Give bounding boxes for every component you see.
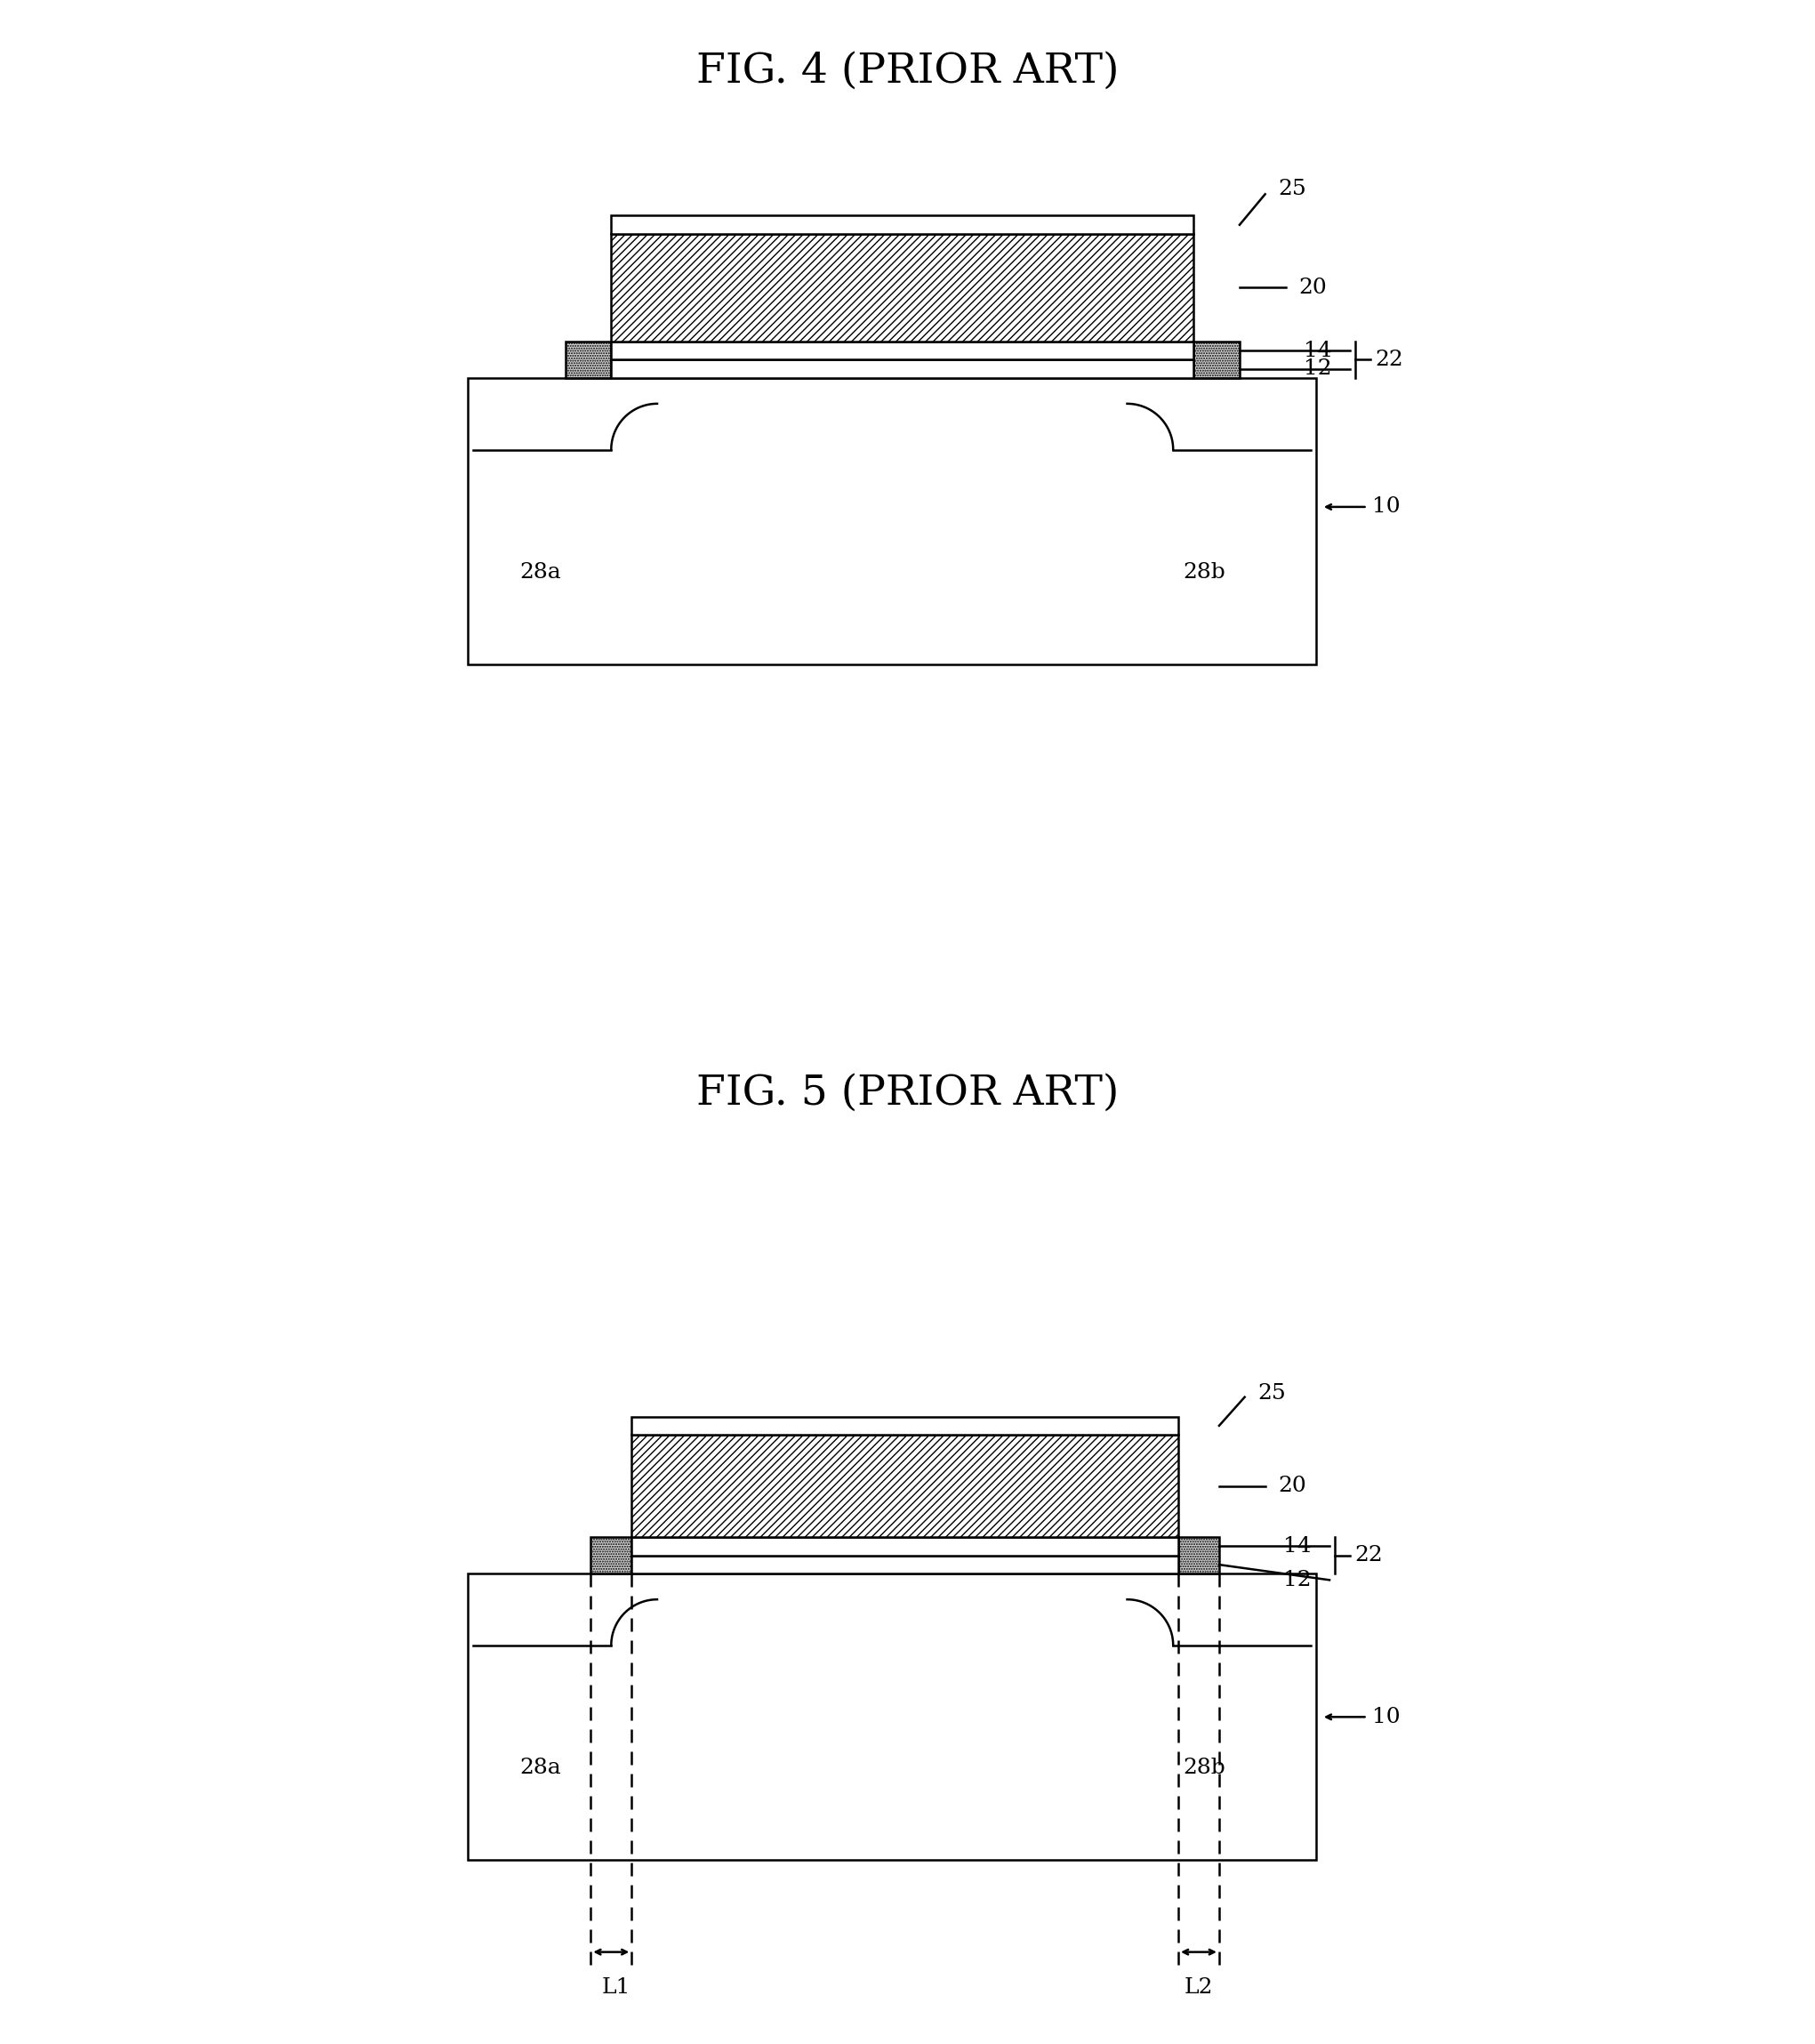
Text: 22: 22 [1376, 350, 1403, 370]
Text: 28a: 28a [519, 562, 561, 583]
Bar [468, 1574, 1316, 1860]
Bar [612, 235, 1194, 341]
Text: 12: 12 [1303, 358, 1332, 380]
Text: 25: 25 [1258, 1382, 1287, 1404]
Bar [632, 1537, 1178, 1555]
Text: 20: 20 [1278, 1476, 1307, 1496]
Bar [632, 1416, 1178, 1435]
Text: 20: 20 [1300, 278, 1327, 298]
Bar [632, 1555, 1178, 1574]
Text: 14: 14 [1283, 1535, 1312, 1558]
Bar [1178, 1537, 1220, 1574]
Text: FIG. 4 (PRIOR ART): FIG. 4 (PRIOR ART) [697, 51, 1118, 92]
Bar [590, 1537, 632, 1574]
Bar [468, 378, 1316, 664]
Text: 25: 25 [1278, 178, 1307, 200]
Bar [612, 360, 1194, 378]
Bar [612, 341, 1194, 360]
Text: 10: 10 [1372, 497, 1401, 517]
Text: 12: 12 [1283, 1570, 1312, 1590]
Text: 28b: 28b [1183, 1758, 1225, 1778]
Text: L1: L1 [603, 1979, 630, 1999]
Text: FIG. 5 (PRIOR ART): FIG. 5 (PRIOR ART) [697, 1073, 1118, 1114]
Bar [632, 1435, 1178, 1537]
Bar [564, 341, 612, 378]
Text: 10: 10 [1372, 1707, 1401, 1727]
Text: 28b: 28b [1183, 562, 1225, 583]
Bar [1194, 341, 1240, 378]
Text: 22: 22 [1356, 1545, 1383, 1566]
Bar [612, 217, 1194, 235]
Text: 28a: 28a [519, 1758, 561, 1778]
Text: 14: 14 [1303, 339, 1332, 362]
Text: L2: L2 [1183, 1979, 1212, 1999]
